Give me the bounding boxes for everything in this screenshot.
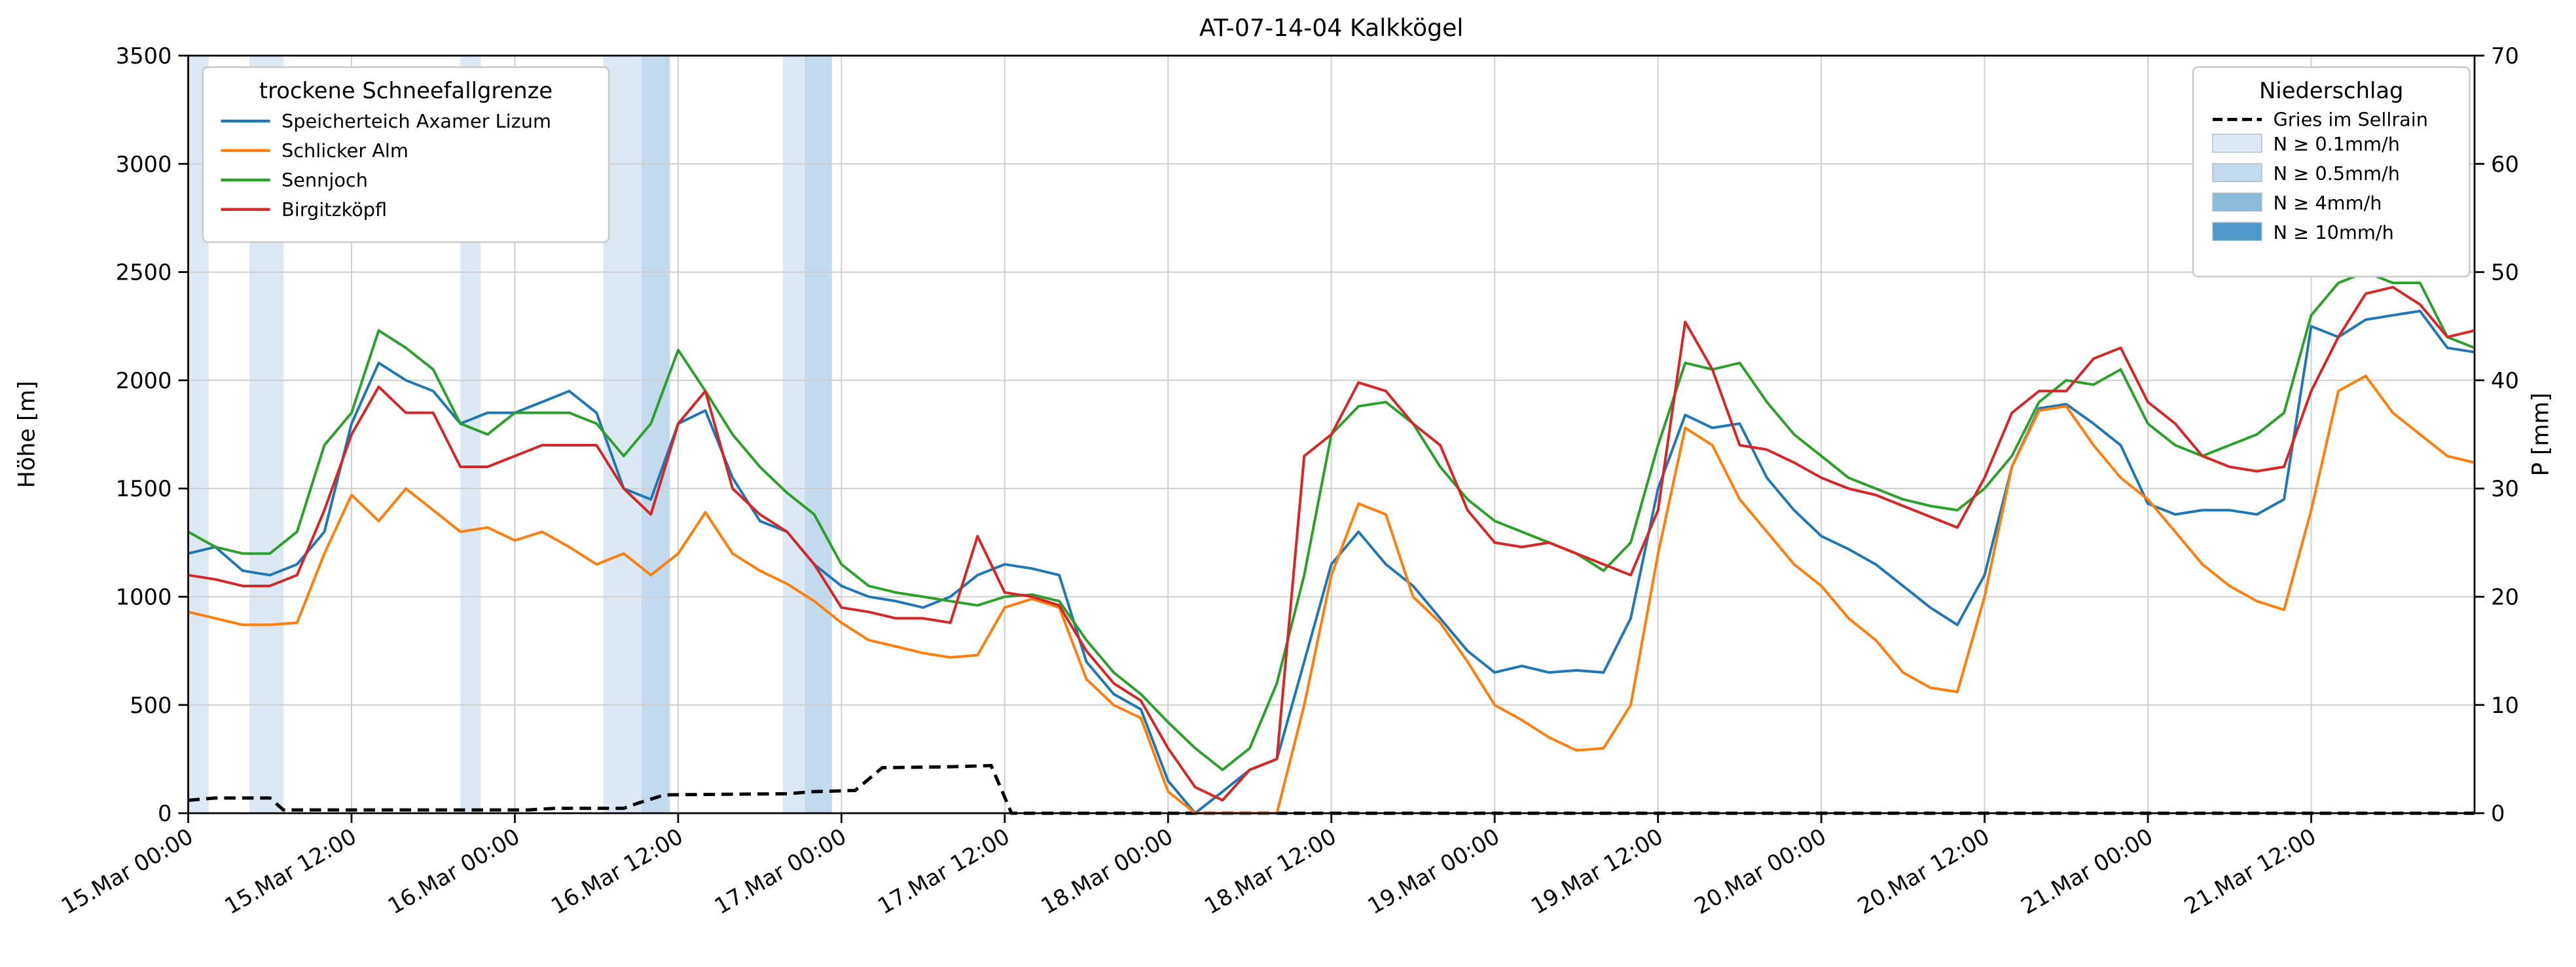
y-right-tick-label: 40: [2491, 368, 2519, 393]
y-right-tick-label: 30: [2491, 476, 2519, 502]
x-tick-label: 21.Mar 00:00: [2016, 824, 2157, 919]
legend-precip-line-label: Gries im Sellrain: [2274, 108, 2429, 130]
legend-precip: Niederschlag Gries im Sellrain N ≥ 0.1mm/h…: [2192, 66, 2471, 278]
y-left-tick-label: 3000: [116, 151, 172, 177]
legend-precip-level-label: N ≥ 0.5mm/h: [2274, 162, 2400, 185]
y-right-tick-label: 0: [2491, 801, 2505, 826]
y-left-tick-label: 500: [130, 693, 172, 718]
y-axis-left-label: Höhe [m]: [14, 381, 40, 488]
y-right-tick-label: 70: [2491, 43, 2519, 69]
y-left-tick-label: 0: [158, 801, 172, 826]
x-tick-label: 20.Mar 12:00: [1853, 824, 1994, 919]
legend-precip-title: Niederschlag: [2259, 78, 2403, 103]
x-tick-label: 16.Mar 00:00: [384, 824, 524, 919]
y-right-tick-label: 60: [2491, 151, 2519, 177]
x-tick-label: 19.Mar 12:00: [1527, 824, 1667, 919]
chart-title: AT-07-14-04 Kalkkögel: [1199, 14, 1464, 42]
legend-precip-level-label: N ≥ 10mm/h: [2274, 221, 2394, 244]
y-left-tick-label: 2500: [116, 260, 172, 285]
legend-precip-level-label: N ≥ 4mm/h: [2274, 192, 2382, 214]
legend-snowline-item-label: Birgitzköpfl: [281, 198, 387, 221]
x-tick-label: 15.Mar 00:00: [57, 824, 198, 919]
x-tick-label: 17.Mar 00:00: [710, 824, 851, 919]
legend-snowline-item-label: Sennjoch: [281, 169, 368, 191]
legend-precip-level-label: N ≥ 0.1mm/h: [2274, 133, 2400, 155]
precip-band-level-0.1: [603, 55, 642, 814]
x-tick-label: 18.Mar 12:00: [1200, 824, 1341, 919]
x-tick-label: 20.Mar 00:00: [1690, 824, 1831, 919]
x-tick-label: 21.Mar 12:00: [2180, 824, 2321, 919]
x-tick-label: 19.Mar 00:00: [1364, 824, 1504, 919]
x-tick-label: 15.Mar 12:00: [220, 824, 361, 919]
precip-line-gries-im-sellrain: [188, 763, 2475, 815]
y-right-tick-label: 50: [2491, 260, 2519, 285]
precip-band-level-0.5: [805, 55, 832, 814]
legend-snowline-item-label: Schlicker Alm: [281, 139, 408, 162]
legend-snowline: trockene Schneefallgrenze Speicherteich A…: [202, 66, 610, 244]
x-tick-label: 17.Mar 12:00: [873, 824, 1014, 919]
precip-band-level-0.5: [641, 55, 670, 814]
series-line-1: [188, 374, 2475, 815]
legend-snowline-title: trockene Schneefallgrenze: [259, 78, 553, 103]
y-left-tick-label: 1000: [116, 584, 172, 610]
x-tick-label: 16.Mar 12:00: [547, 824, 687, 919]
series-line-0: [188, 310, 2475, 815]
y-right-tick-label: 20: [2491, 584, 2519, 610]
x-tick-label: 18.Mar 00:00: [1037, 824, 1178, 919]
y-left-tick-label: 2000: [116, 368, 172, 393]
y-left-tick-label: 3500: [116, 43, 172, 69]
series-line-3: [188, 285, 2475, 802]
precip-band-level-0.1: [782, 55, 805, 814]
y-axis-right-label: P [mm]: [2528, 393, 2554, 477]
y-right-tick-label: 10: [2491, 693, 2519, 718]
y-left-tick-label: 1500: [116, 476, 172, 502]
plot-border: [187, 54, 2476, 814]
legend-snowline-item-label: Speicherteich Axamer Lizum: [281, 110, 551, 132]
